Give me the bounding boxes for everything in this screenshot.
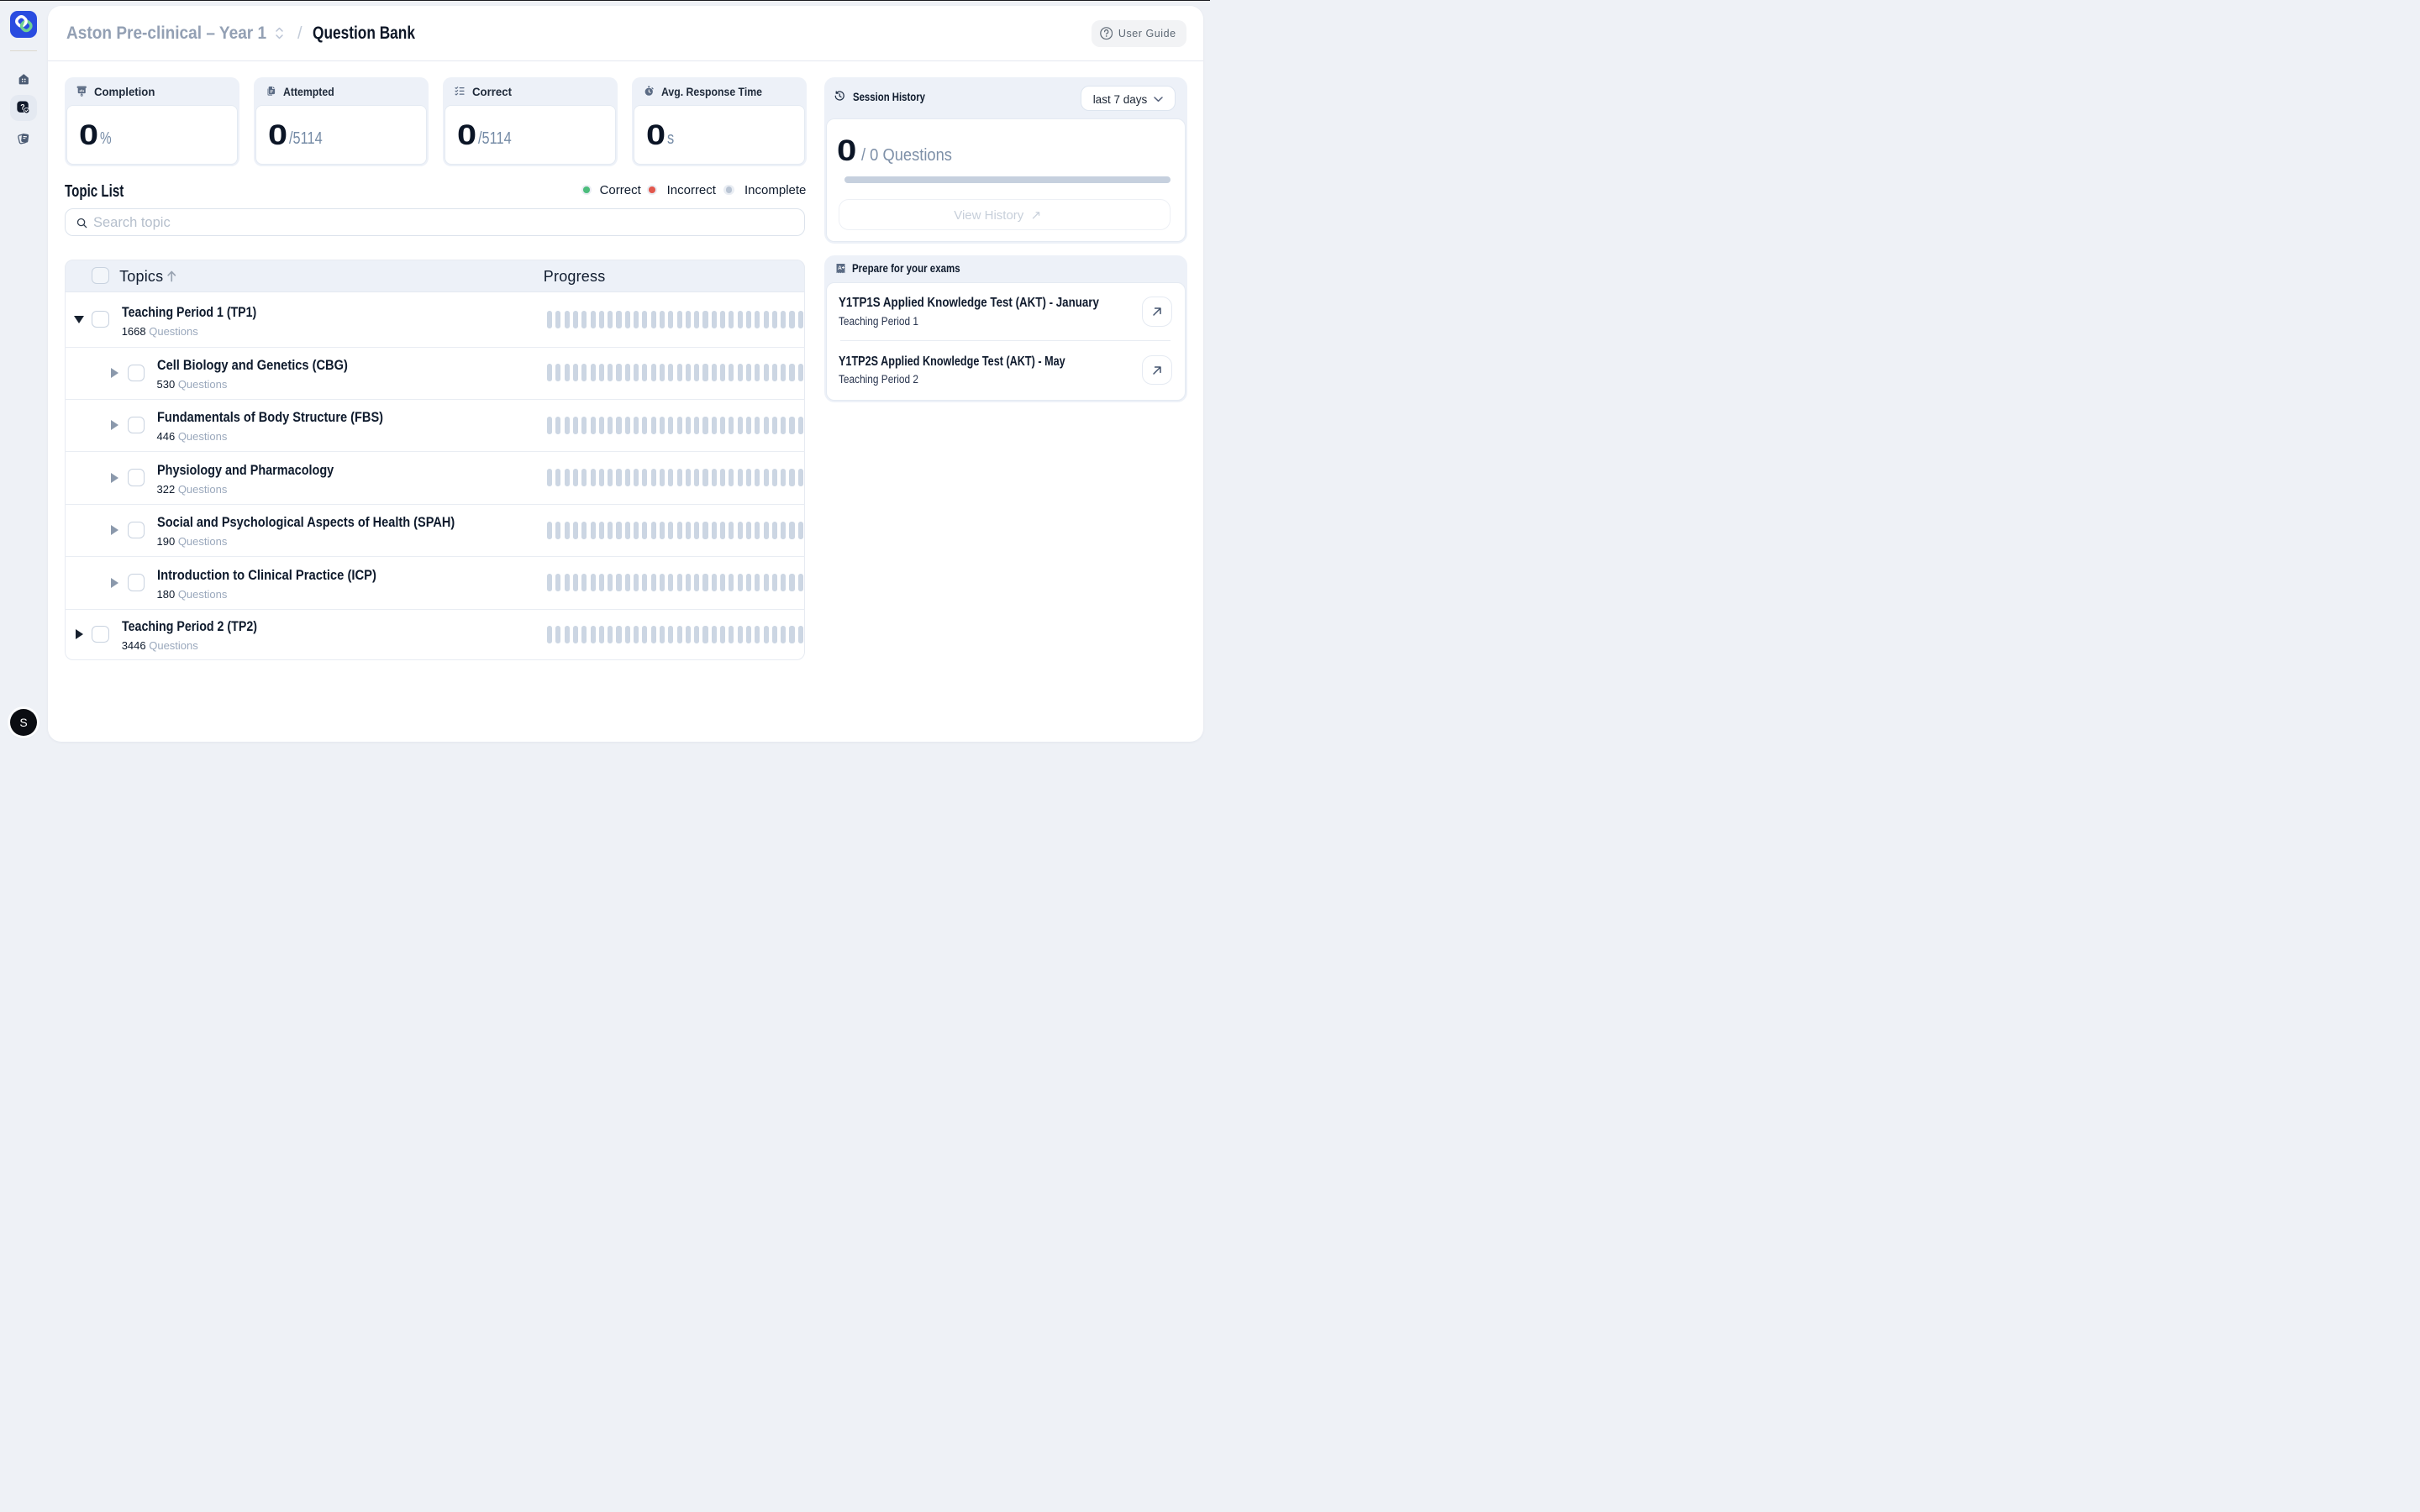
svg-text:A: A [838,265,842,271]
svg-text:?: ? [20,103,24,112]
